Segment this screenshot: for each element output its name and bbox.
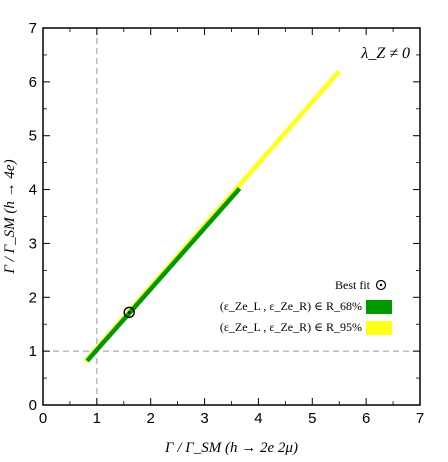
y-tick-label: 1 (29, 343, 37, 360)
x-axis-label: Γ / Γ_SM (h → 2e 2μ) (164, 440, 298, 456)
legend-r68-label: (ε_Ze_L , ε_Ze_R) ∈ R_68% (220, 299, 362, 313)
legend-best-fit-marker (375, 279, 387, 291)
legend-r68-swatch (366, 300, 392, 314)
y-tick-label: 5 (29, 128, 37, 145)
x-tick-label: 0 (39, 410, 47, 427)
x-tick-label: 6 (362, 410, 370, 427)
x-tick-label: 5 (308, 410, 316, 427)
legend-best-fit-label: Best fit (335, 278, 371, 292)
y-tick-label: 2 (29, 289, 37, 306)
legend-r95-label: (ε_Ze_L , ε_Ze_R) ∈ R_95% (220, 320, 362, 334)
x-tick-label: 3 (200, 410, 208, 427)
y-tick-label: 7 (29, 20, 37, 37)
best-fit-ring (123, 306, 135, 319)
x-tick-label: 1 (93, 410, 101, 427)
legend-r95-swatch (366, 321, 392, 335)
x-tick-label: 4 (254, 410, 262, 427)
legend-best-fit-dot (379, 283, 383, 287)
best-fit-point (123, 306, 135, 319)
legend: Best fit (ε_Ze_L , ε_Ze_R) ∈ R_68% (ε_Ze… (220, 278, 392, 335)
y-tick-label: 0 (29, 397, 37, 414)
y-tick-label: 4 (29, 182, 37, 199)
x-tick-label: 7 (416, 410, 424, 427)
x-tick-label: 2 (147, 410, 155, 427)
annotation-lambda: λ_Z ≠ 0 (360, 45, 410, 62)
reference-lines (43, 28, 420, 405)
ticks: 0 1 2 3 4 5 6 7 0 1 2 3 4 5 6 7 (29, 20, 425, 427)
series-layer (83, 69, 341, 364)
y-axis-label: Γ / Γ_SM (h → 4e) (2, 159, 18, 274)
best-fit-center (127, 311, 131, 314)
y-tick-label: 6 (29, 74, 37, 91)
series-r68-line (85, 187, 242, 363)
y-tick-label: 3 (29, 235, 37, 252)
